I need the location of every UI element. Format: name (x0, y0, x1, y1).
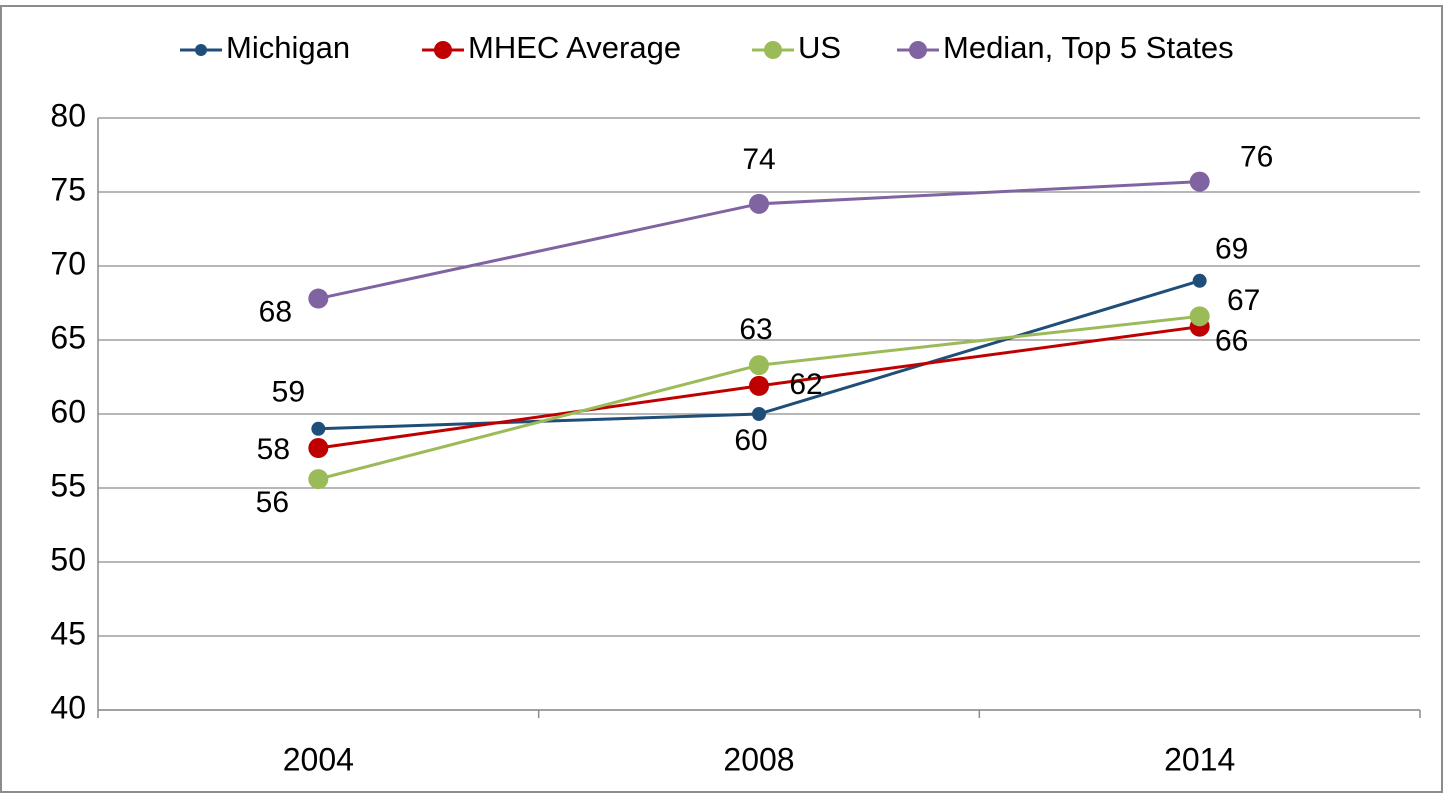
marker (752, 407, 766, 421)
legend-marker (764, 41, 782, 59)
y-tick-label: 75 (50, 171, 86, 207)
y-tick-label: 55 (50, 467, 86, 503)
y-tick-label: 70 (50, 245, 86, 281)
data-label: 68 (259, 295, 292, 328)
legend-marker (195, 44, 207, 56)
marker (1189, 306, 1210, 327)
data-label: 63 (739, 313, 772, 346)
data-label: 69 (1215, 233, 1248, 266)
marker (311, 421, 326, 436)
marker (749, 375, 769, 396)
data-label: 56 (256, 486, 289, 519)
x-tick-label: 2004 (283, 741, 354, 777)
legend-label: MHEC Average (468, 30, 681, 65)
data-label: 59 (272, 376, 305, 409)
legend-label: US (798, 30, 841, 65)
y-tick-label: 60 (50, 393, 86, 429)
marker (1192, 273, 1207, 288)
legend-label: Michigan (226, 30, 350, 65)
y-tick-label: 40 (50, 689, 86, 725)
marker (308, 438, 329, 459)
x-tick-label: 2008 (723, 741, 794, 777)
y-tick-label: 80 (50, 97, 86, 133)
legend-marker (434, 41, 452, 59)
y-tick-label: 65 (50, 319, 86, 355)
data-label: 58 (257, 433, 290, 466)
y-tick-label: 45 (50, 615, 86, 651)
data-label: 74 (742, 143, 775, 176)
data-label: 60 (734, 424, 767, 457)
x-tick-label: 2014 (1164, 741, 1235, 777)
data-label: 67 (1227, 284, 1260, 317)
marker (749, 355, 769, 376)
data-label: 76 (1240, 141, 1273, 174)
data-label: 66 (1215, 325, 1248, 358)
chart-border (0, 5, 1443, 793)
legend-marker (909, 41, 927, 59)
y-tick-label: 50 (50, 541, 86, 577)
marker (749, 193, 769, 214)
legend-label: Median, Top 5 States (943, 30, 1234, 65)
data-label: 62 (789, 368, 822, 401)
marker (1189, 171, 1210, 192)
marker (308, 469, 329, 490)
marker (308, 288, 329, 309)
